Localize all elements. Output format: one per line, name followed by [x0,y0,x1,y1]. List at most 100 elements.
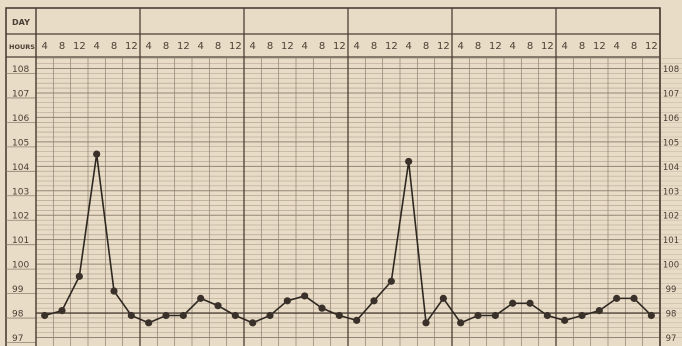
hour-tick-label: 12 [489,41,502,52]
day-header-label: DAY [12,18,30,27]
temperature-point [509,300,516,307]
hour-tick-label: 4 [353,41,359,52]
hour-tick-label: 12 [645,41,658,52]
temperature-point [422,319,429,326]
hour-tick-label: 12 [437,41,450,52]
temperature-point [388,278,395,285]
y-tick-label-right: 98 [666,310,677,320]
hour-tick-label: 12 [281,41,294,52]
temperature-point [318,305,325,312]
hour-tick-label: 12 [73,41,86,52]
hour-tick-label: 8 [527,41,533,52]
grid-layer [6,8,682,346]
hour-tick-label: 4 [405,41,411,52]
temperature-point [197,295,204,302]
temperature-point [561,317,568,324]
hour-tick-label: 4 [613,41,619,52]
hour-tick-label: 12 [177,41,190,52]
hour-tick-label: 4 [145,41,151,52]
y-tick-label-right: 107 [663,89,679,99]
y-tick-label: 103 [12,187,29,197]
y-tick-label: 100 [12,261,29,271]
hour-tick-label: 8 [579,41,585,52]
temperature-point [370,297,377,304]
y-tick-label: 108 [12,65,29,75]
temperature-point [162,312,169,319]
y-tick-label-right: 102 [663,212,679,222]
hour-tick-label: 4 [197,41,203,52]
temperature-point [492,312,499,319]
hour-tick-label: 4 [41,41,47,52]
hour-tick-label: 4 [561,41,567,52]
y-tick-label: 98 [12,310,24,320]
hour-tick-label: 12 [333,41,346,52]
hour-tick-label: 8 [631,41,637,52]
hour-tick-label: 8 [423,41,429,52]
temperature-point [457,319,464,326]
hours-header-label: HOURS [9,43,35,51]
temperature-point [145,319,152,326]
hour-tick-label: 8 [475,41,481,52]
y-tick-label: 107 [12,89,29,99]
temperature-point [41,312,48,319]
hour-tick-label: 12 [541,41,554,52]
temperature-point [596,307,603,314]
y-tick-label: 97 [12,334,23,344]
temperature-point [353,317,360,324]
y-tick-label-right: 104 [663,163,679,173]
temperature-point [128,312,135,319]
hour-tick-label: 4 [457,41,463,52]
y-tick-label-right: 99 [666,285,677,295]
y-tick-label: 99 [12,285,24,295]
y-tick-label: 105 [12,138,29,148]
temperature-point [440,295,447,302]
y-tick-label-right: 103 [663,187,679,197]
hour-tick-label: 12 [593,41,606,52]
hour-tick-label: 4 [509,41,515,52]
hour-tick-label: 4 [93,41,99,52]
y-tick-label-right: 105 [663,138,679,148]
temperature-point [76,273,83,280]
hour-tick-label: 8 [111,41,117,52]
temperature-point [648,312,655,319]
y-tick-label-right: 97 [666,334,677,344]
hour-tick-label: 8 [267,41,273,52]
temperature-point [301,292,308,299]
temperature-point [474,312,481,319]
temperature-point [578,312,585,319]
temperature-point [249,319,256,326]
hour-tick-label: 4 [249,41,255,52]
temperature-point [613,295,620,302]
y-tick-label: 106 [12,114,29,124]
temperature-point [58,307,65,314]
temperature-point [405,158,412,165]
temperature-point [266,312,273,319]
hour-tick-label: 8 [215,41,221,52]
hour-tick-label: 8 [59,41,65,52]
temperature-point [630,295,637,302]
temperature-point [214,302,221,309]
temperature-point [93,150,100,157]
y-tick-label: 102 [12,212,29,222]
hour-tick-label: 8 [371,41,377,52]
temperature-point [110,287,117,294]
y-tick-label-right: 106 [663,114,679,124]
y-tick-label: 101 [12,236,29,246]
hour-tick-label: 12 [229,41,242,52]
hour-tick-label: 8 [319,41,325,52]
hour-tick-label: 12 [125,41,138,52]
temperature-point [526,300,533,307]
y-tick-label-right: 101 [663,236,679,246]
y-tick-label-right: 108 [663,65,679,75]
temperature-point [232,312,239,319]
temperature-point [180,312,187,319]
temperature-point [284,297,291,304]
y-tick-label: 104 [12,163,29,173]
temperature-point [544,312,551,319]
y-tick-label-right: 100 [663,261,679,271]
hour-tick-label: 4 [301,41,307,52]
hour-tick-label: 12 [385,41,398,52]
hour-tick-label: 8 [163,41,169,52]
